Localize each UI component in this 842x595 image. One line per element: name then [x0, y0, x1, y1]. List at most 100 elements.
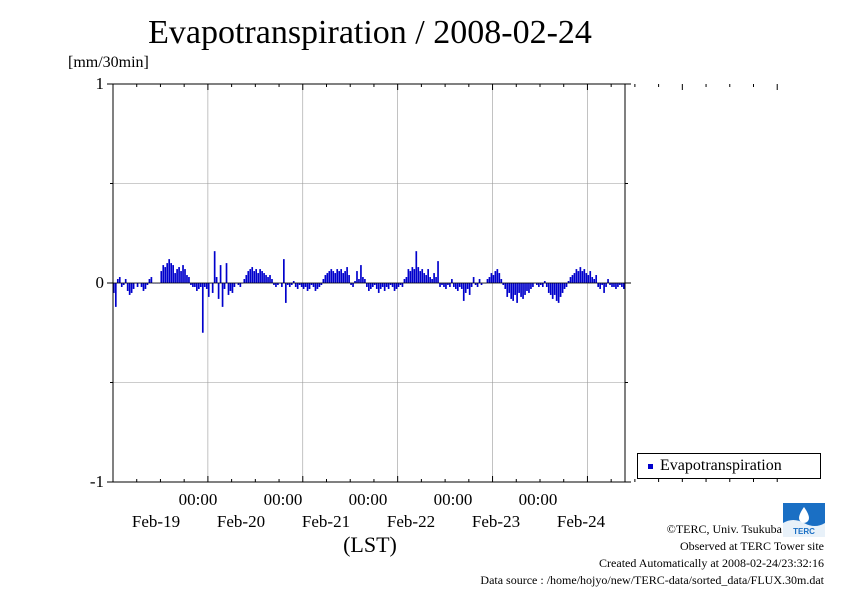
evapotranspiration-bar [122, 283, 125, 285]
evapotranspiration-bar [399, 283, 402, 285]
evapotranspiration-bar [528, 283, 530, 293]
evapotranspiration-bar [164, 267, 167, 283]
evapotranspiration-bar [243, 279, 246, 283]
evapotranspiration-bar [286, 283, 289, 285]
evapotranspiration-bar [502, 283, 505, 285]
evapotranspiration-bar [500, 279, 503, 283]
x-tick-date-label: Feb-19 [131, 512, 181, 531]
evapotranspiration-bar [395, 283, 398, 289]
evapotranspiration-bar [275, 283, 277, 287]
evapotranspiration-bar [587, 275, 590, 283]
x-tick-time-label: 00:00 [178, 490, 218, 509]
evapotranspiration-bar [478, 279, 481, 283]
evapotranspiration-bar [217, 283, 220, 299]
evapotranspiration-bar [458, 283, 461, 287]
evapotranspiration-bar [476, 283, 479, 287]
x-tick-time-label: 00:00 [433, 490, 473, 509]
evapotranspiration-bar [292, 281, 295, 283]
evapotranspiration-bar [524, 283, 526, 295]
evapotranspiration-bar [460, 283, 463, 289]
evapotranspiration-bar [188, 277, 190, 283]
evapotranspiration-bar [142, 283, 145, 291]
evapotranspiration-bar [538, 283, 540, 287]
evapotranspiration-bar [259, 269, 261, 283]
evapotranspiration-bar [196, 283, 198, 291]
evapotranspiration-bar [118, 277, 121, 283]
evapotranspiration-bar [593, 279, 596, 283]
evapotranspiration-bar [348, 275, 350, 283]
evapotranspiration-bar [486, 279, 489, 283]
evapotranspiration-bar [336, 269, 339, 283]
evapotranspiration-bar [415, 251, 418, 283]
evapotranspiration-bar [221, 283, 224, 307]
legend-label: Evapotranspiration [660, 457, 782, 474]
evapotranspiration-bar [211, 283, 214, 293]
evapotranspiration-bar [454, 283, 457, 289]
evapotranspiration-bar [541, 283, 544, 287]
evapotranspiration-bar [369, 283, 372, 289]
evapotranspiration-bar [379, 283, 382, 289]
evapotranspiration-bar [116, 279, 119, 283]
evapotranspiration-bar [340, 269, 343, 283]
evapotranspiration-bar [140, 283, 143, 287]
x-tick-time-label: 00:00 [518, 490, 558, 509]
x-tick-date-label: Feb-21 [301, 512, 351, 531]
evapotranspiration-bar [247, 271, 250, 283]
evapotranspiration-bar [498, 273, 501, 283]
evapotranspiration-bar [555, 283, 558, 301]
y-tick-label-zero: 0 [95, 273, 105, 292]
evapotranspiration-bar [603, 283, 605, 293]
evapotranspiration-bar [490, 273, 493, 283]
evapotranspiration-bar [607, 279, 609, 283]
evapotranspiration-bar [619, 283, 621, 285]
evapotranspiration-bar [322, 279, 325, 283]
evapotranspiration-bar [417, 267, 420, 283]
data-source-credit: Data source : /home/hojyo/new/TERC-data/… [480, 573, 824, 587]
x-tick-date-label: Feb-20 [216, 512, 266, 531]
evapotranspiration-bar [569, 277, 572, 283]
evapotranspiration-bar [219, 265, 222, 283]
evapotranspiration-bar [346, 267, 348, 283]
evapotranspiration-bar [504, 283, 507, 289]
evapotranspiration-bar [233, 283, 236, 287]
evapotranspiration-bar [456, 283, 459, 291]
evapotranspiration-bar [310, 283, 313, 285]
evapotranspiration-bar [530, 283, 532, 289]
evapotranspiration-bar [257, 273, 259, 283]
evapotranspiration-bar [166, 263, 169, 283]
evapotranspiration-bar [354, 281, 356, 283]
evapotranspiration-bar [591, 277, 594, 283]
evapotranspiration-bar [239, 283, 242, 287]
x-tick-date-label: Feb-22 [386, 512, 436, 531]
evapotranspiration-bar [445, 283, 447, 289]
evapotranspiration-bar [451, 279, 453, 283]
evapotranspiration-bar [581, 271, 584, 283]
evapotranspiration-bar [516, 283, 518, 303]
evapotranspiration-bar [225, 263, 228, 283]
evapotranspiration-bar [146, 283, 149, 285]
evapotranspiration-bar [401, 283, 404, 287]
evapotranspiration-bar [170, 263, 173, 283]
chart-title: Evapotranspiration / 2008-02-24 [148, 14, 592, 51]
evapotranspiration-bar [441, 283, 443, 285]
evapotranspiration-bar [284, 283, 287, 303]
evapotranspiration-bar [215, 277, 218, 283]
evapotranspiration-bar [466, 283, 469, 289]
evapotranspiration-bar [201, 283, 204, 333]
evapotranspiration-bar [267, 277, 269, 283]
plot-frame [107, 83, 778, 483]
evapotranspiration-bar [435, 277, 437, 283]
evapotranspiration-bar [320, 283, 323, 285]
evapotranspiration-bar [589, 271, 592, 283]
evapotranspiration-bar [623, 283, 625, 289]
evapotranspiration-bar [273, 283, 275, 285]
evapotranspiration-bar [403, 279, 406, 283]
evapotranspiration-bar [377, 283, 380, 293]
y-axis-unit-label: [mm/30min] [68, 54, 149, 71]
evapotranspiration-bar [223, 283, 226, 289]
evapotranspiration-bar [263, 273, 265, 283]
evapotranspiration-bar [449, 283, 451, 287]
evapotranspiration-bar [433, 273, 435, 283]
evapotranspiration-bar [332, 271, 335, 283]
evapotranspiration-bar [462, 283, 465, 301]
